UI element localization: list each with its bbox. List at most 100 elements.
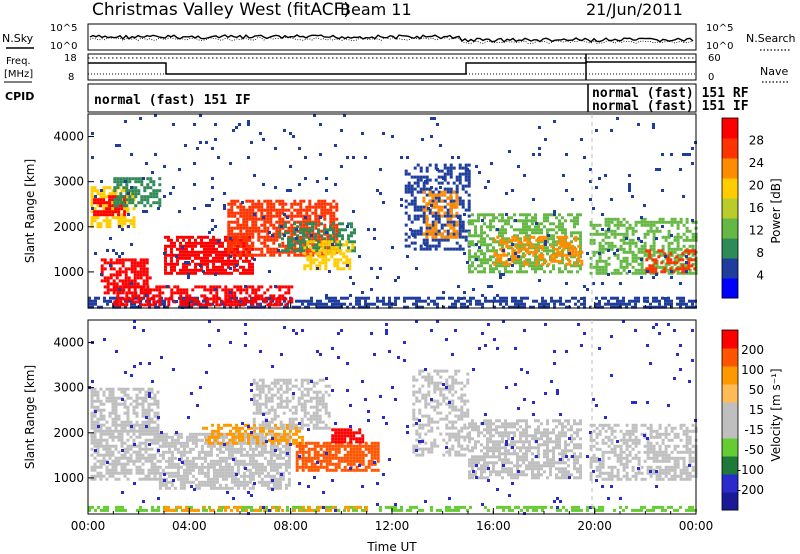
heatmap-cell [637, 271, 641, 275]
heatmap-cell [108, 195, 112, 199]
heatmap-cell [556, 247, 560, 251]
heatmap-cell [311, 246, 314, 250]
heatmap-cell [191, 250, 194, 254]
heatmap-cell [144, 444, 148, 448]
heatmap-cell [269, 250, 273, 254]
heatmap-cell [350, 225, 353, 229]
heatmap-cell [640, 247, 644, 251]
heatmap-cell [598, 265, 602, 269]
heatmap-cell [200, 244, 203, 248]
heatmap-cell [251, 253, 255, 257]
heatmap-cell [493, 296, 496, 300]
heatmap-cell [449, 226, 453, 230]
heatmap-cell [90, 390, 94, 394]
heatmap-cell [452, 199, 456, 203]
heatmap-cell [242, 300, 246, 304]
heatmap-cell [687, 267, 691, 271]
heatmap-cell [158, 285, 162, 289]
heatmap-cell [120, 429, 124, 433]
heatmap-cell [275, 229, 279, 233]
heatmap-cell [610, 244, 614, 248]
heatmap-cell [673, 220, 677, 224]
heatmap-cell [492, 267, 495, 271]
heatmap-cell [164, 441, 168, 445]
heatmap-cell [391, 505, 394, 509]
heatmap-cell [595, 302, 598, 306]
heatmap-cell [182, 235, 185, 239]
heatmap-cell [576, 231, 579, 235]
heatmap-cell [537, 261, 540, 265]
heatmap-cell [436, 302, 439, 306]
heatmap-cell [607, 217, 611, 221]
heatmap-cell [339, 249, 343, 253]
heatmap-cell [445, 508, 448, 512]
heatmap-cell [448, 296, 451, 300]
heatmap-cell [449, 205, 453, 209]
heatmap-cell [625, 237, 628, 240]
heatmap-cell [145, 508, 148, 512]
heatmap-cell [185, 247, 188, 251]
heatmap-cell [284, 291, 288, 295]
heatmap-cell [146, 297, 150, 301]
heatmap-cell [331, 243, 334, 246]
heatmap-cell [118, 270, 122, 274]
heatmap-cell [561, 261, 564, 265]
heatmap-cell [236, 235, 240, 239]
heatmap-cell [149, 288, 153, 292]
heatmap-cell [592, 223, 596, 227]
heatmap-cell [241, 201, 244, 204]
heatmap-cell [519, 237, 522, 241]
heatmap-cell [532, 235, 536, 239]
heatmap-cell [335, 238, 339, 242]
heatmap-cell [116, 294, 120, 298]
heatmap-cell [129, 402, 133, 406]
heatmap-cell [122, 303, 126, 307]
heatmap-cell [422, 208, 426, 212]
heatmap-cell [394, 508, 397, 512]
heatmap-cell [579, 213, 582, 217]
heatmap-cell [263, 508, 266, 512]
heatmap-cell [559, 238, 563, 242]
heatmap-cell [616, 256, 620, 260]
heatmap-cell [114, 465, 118, 469]
heatmap-cell [338, 234, 341, 238]
heatmap-cell [113, 201, 117, 205]
heatmap-cell [410, 175, 414, 179]
heatmap-cell [305, 217, 309, 221]
heatmap-cell [361, 132, 364, 135]
heatmap-cell [367, 305, 370, 309]
heatmap-cell [293, 214, 297, 218]
heatmap-cell [576, 213, 579, 217]
heatmap-cell [167, 444, 171, 448]
heatmap-cell [428, 211, 432, 215]
heatmap-cell [141, 471, 145, 475]
heatmap-cell [99, 417, 103, 421]
heatmap-cell [664, 220, 668, 224]
heatmap-cell [122, 201, 126, 205]
heatmap-cell [120, 402, 124, 406]
heatmap-cell [546, 237, 549, 241]
heatmap-cell [182, 291, 186, 295]
heatmap-cell [637, 299, 640, 303]
heatmap-cell [382, 302, 385, 306]
heatmap-cell [257, 208, 261, 212]
heatmap-cell [122, 285, 126, 289]
heatmap-cell [156, 435, 160, 439]
heatmap-cell [200, 480, 204, 484]
heatmap-cell [218, 265, 221, 269]
heatmap-cell [350, 222, 353, 226]
heatmap-cell [248, 238, 252, 242]
heatmap-cell [108, 426, 112, 430]
heatmap-cell [361, 296, 364, 300]
heatmap-cell [208, 505, 211, 509]
heatmap-cell [122, 180, 126, 184]
heatmap-cell [103, 279, 107, 283]
heatmap-cell [278, 229, 282, 233]
heatmap-cell [188, 468, 192, 472]
heatmap-cell [364, 296, 367, 300]
heatmap-cell [221, 241, 224, 245]
heatmap-cell [552, 267, 555, 271]
heatmap-cell [173, 444, 177, 448]
heatmap-cell [546, 228, 549, 232]
heatmap-cell [268, 305, 271, 309]
